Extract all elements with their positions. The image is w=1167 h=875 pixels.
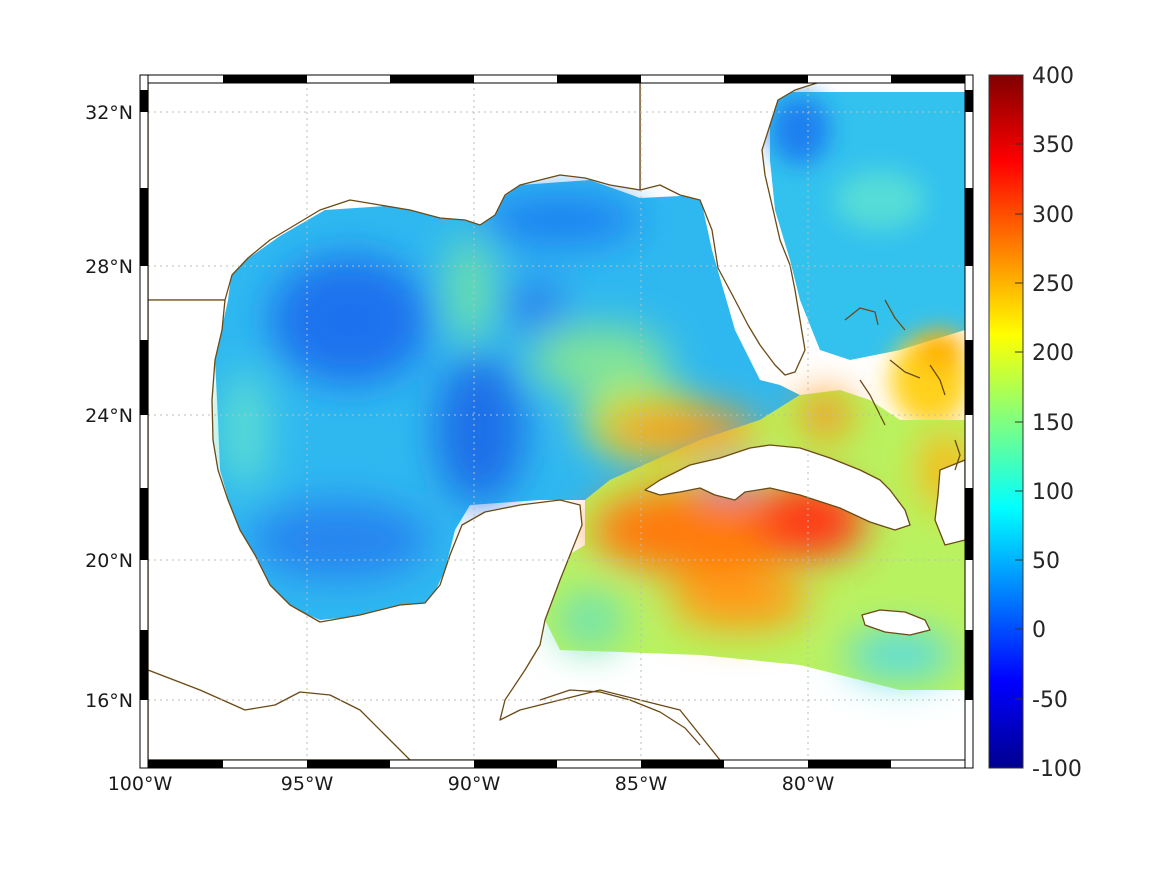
colorbar-label: -100 <box>1032 757 1082 782</box>
gulf-ne-low <box>505 280 565 330</box>
gulf-east-mid <box>530 325 670 395</box>
colorbar-label: 50 <box>1032 549 1060 574</box>
gulf-central-low <box>435 355 525 505</box>
cuba <box>644 444 911 531</box>
colorbar-label: 0 <box>1032 618 1046 643</box>
lon-tick-label: 85°W <box>615 773 668 795</box>
grid-lines <box>148 82 965 760</box>
lat-tick-labels: 16°N 20°N 24°N 28°N 32°N <box>85 102 133 712</box>
colorbar: 400 350 300 250 200 150 100 50 0 -50 -10… <box>988 64 1082 782</box>
gulf-north-low <box>480 195 640 245</box>
north-gulf-coast <box>148 82 641 301</box>
gulf-mid-ridge <box>448 235 492 345</box>
colorbar-label: 250 <box>1032 272 1074 297</box>
hispaniola <box>934 459 965 546</box>
colorbar-label: 200 <box>1032 341 1074 366</box>
lat-tick-label: 24°N <box>85 405 133 427</box>
lon-tick-label: 95°W <box>281 773 334 795</box>
central-america-coast <box>148 669 411 760</box>
lon-tick-label: 100°W <box>108 773 173 795</box>
straits-high-2 <box>800 393 850 437</box>
gulf-west-edge <box>223 370 267 490</box>
colorbar-label: 400 <box>1032 64 1074 89</box>
colorbar-label: 150 <box>1032 411 1074 436</box>
lon-tick-label: 80°W <box>782 773 835 795</box>
colorbar-ticks <box>1015 143 1023 700</box>
atlantic-low <box>770 95 830 165</box>
atlantic-mid <box>835 170 925 230</box>
colorbar-label: 300 <box>1032 203 1074 228</box>
caribbean-southwest <box>555 590 625 650</box>
lat-tick-label: 20°N <box>85 550 133 572</box>
colorbar-label: -50 <box>1032 688 1068 713</box>
caribbean-southeast <box>845 630 955 680</box>
coastlines <box>148 82 965 760</box>
lon-tick-label: 90°W <box>448 773 501 795</box>
caribbean-high <box>590 485 810 575</box>
lon-tick-labels: 100°W 95°W 90°W 85°W 80°W <box>108 773 835 795</box>
lat-tick-label: 28°N <box>85 256 133 278</box>
bahamas <box>844 299 961 471</box>
colorbar-label: 350 <box>1032 133 1074 158</box>
map-frame <box>139 74 974 769</box>
jamaica <box>861 609 931 636</box>
data-field <box>215 92 965 690</box>
lat-tick-label: 32°N <box>85 102 133 124</box>
lat-tick-label: 16°N <box>85 690 133 712</box>
gulf-west-low <box>270 255 430 385</box>
florida <box>639 82 821 376</box>
gulf-south-low <box>250 500 430 580</box>
colorbar-label: 100 <box>1032 480 1074 505</box>
mexico <box>148 299 721 760</box>
bahamas-high-2 <box>915 330 965 370</box>
straits-high <box>600 408 760 452</box>
caribbean-south-high <box>670 570 810 630</box>
